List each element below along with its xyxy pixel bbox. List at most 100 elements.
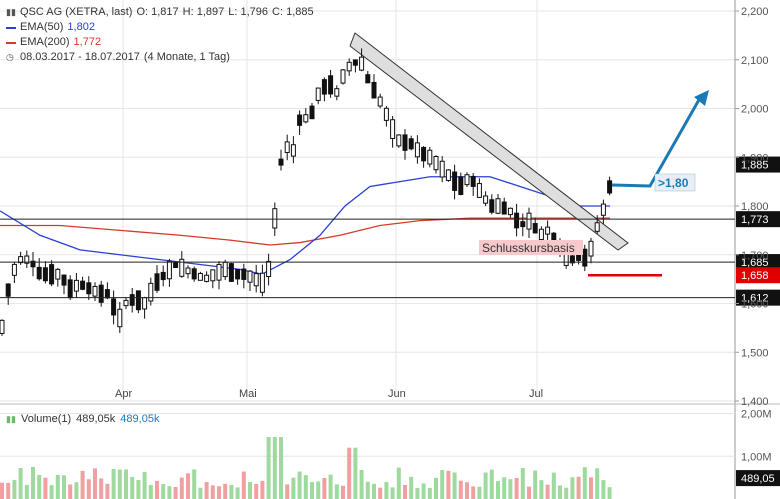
candle-up: [507, 207, 513, 216]
candle-down: [104, 289, 110, 299]
candle: [569, 254, 575, 267]
candle: [607, 176, 613, 196]
candle-up: [253, 273, 259, 287]
candle-up: [266, 260, 272, 278]
candle: [36, 258, 42, 281]
volume-bar-down: [403, 484, 407, 499]
candle: [191, 266, 197, 282]
volume-bar-up: [384, 482, 389, 499]
target-label: >1,80: [658, 176, 689, 190]
chart-legend: ▮▮ QSC AG (XETRA, last) O: 1,817 H: 1,89…: [6, 5, 318, 65]
candle-up: [600, 203, 606, 216]
volume-bar-down: [210, 485, 215, 499]
candle: [321, 77, 327, 102]
candle-up: [123, 299, 129, 307]
y-tick-label: 1,500: [741, 347, 769, 359]
volume-bar-up: [136, 479, 141, 499]
ema50-line: [0, 176, 610, 275]
volume-last-tag: [736, 470, 780, 487]
candle: [433, 155, 439, 174]
candle-up: [414, 142, 420, 158]
level-tag: [736, 211, 780, 228]
candle-down: [408, 138, 414, 150]
candle: [476, 178, 482, 198]
candle: [228, 262, 234, 283]
volume-bar-down: [471, 486, 476, 499]
candle: [117, 301, 123, 333]
candle-down: [49, 264, 55, 285]
candle-up: [179, 258, 185, 277]
candle: [111, 290, 117, 325]
candle: [600, 199, 606, 224]
candle: [588, 237, 594, 264]
candle: [594, 215, 600, 234]
candle-down: [402, 134, 408, 151]
candle: [582, 244, 588, 272]
candle: [241, 263, 247, 289]
volume-bar-up: [37, 474, 42, 499]
candle-down: [154, 273, 160, 291]
volume-bar-down: [173, 486, 178, 499]
candle-up: [247, 270, 253, 283]
candle-down: [352, 59, 358, 66]
candle: [489, 194, 495, 215]
x-tick-label: Jun: [388, 388, 406, 400]
candle: [545, 220, 551, 241]
candle-up: [445, 169, 451, 181]
volume-bar-up: [198, 487, 203, 499]
candles: [0, 48, 613, 336]
candle: [520, 213, 526, 237]
volume-bar-up: [266, 437, 271, 499]
volume-bar-up: [558, 485, 562, 499]
candle-down: [86, 282, 92, 295]
low-value: L: 1,796: [228, 6, 269, 18]
candle-up: [538, 228, 544, 241]
candle: [129, 287, 135, 313]
volume-bar-down: [6, 482, 11, 499]
candle: [154, 265, 160, 293]
candle: [290, 136, 296, 164]
volume-bar-up: [117, 469, 122, 499]
volume-bar-up: [142, 471, 147, 499]
volume-bar-up: [55, 474, 60, 499]
candle-up: [24, 255, 30, 264]
candle: [414, 135, 420, 164]
candle-down: [278, 158, 284, 166]
volume-bar-up: [570, 477, 575, 499]
candle-down: [520, 221, 526, 228]
candle-up: [396, 134, 402, 147]
candle-down: [328, 75, 334, 95]
volume-bar-down: [285, 484, 290, 499]
instrument-title: QSC AG (XETRA, last): [20, 6, 133, 18]
candle-up: [526, 212, 532, 230]
close-value: C: 1,885: [272, 6, 314, 18]
candle: [470, 173, 476, 196]
candle-down: [489, 199, 495, 213]
candle: [526, 207, 532, 238]
volume-bar-up: [434, 477, 438, 499]
volume-last-label: 489,05: [741, 473, 775, 485]
last-price-tag: [736, 156, 780, 173]
support-price-tag: [736, 267, 780, 284]
y-axis: 2,200 2,100 2,000 1,900 1,800 1,700 1,600 1,500…: [735, 6, 769, 408]
candle: [340, 69, 346, 85]
candle-up: [359, 56, 365, 71]
candle-up: [495, 198, 501, 214]
volume-bar-up: [440, 470, 445, 499]
y-tick-label: 1,900: [741, 152, 769, 164]
volume-bar-up: [18, 468, 23, 499]
candle: [204, 271, 210, 283]
candle-up: [73, 279, 79, 292]
candle-up: [222, 261, 228, 278]
volume-bar-down: [155, 480, 159, 499]
horizontal-levels: 1,773 1,685 1,612 1,885 1,658: [0, 156, 780, 306]
candle-down: [321, 79, 327, 95]
candle: [458, 172, 464, 196]
volume-value-1: 489,05k: [76, 413, 116, 425]
candle-up: [588, 240, 594, 257]
candle-up: [272, 208, 278, 229]
price-tag-label: 1,658: [741, 270, 769, 282]
volume-value-2: 489,05k: [120, 413, 160, 425]
candle: [160, 265, 166, 287]
volume-tick-label: 2,00M: [741, 409, 772, 421]
